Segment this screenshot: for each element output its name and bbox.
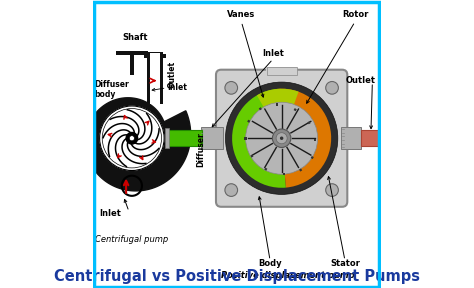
Text: Inlet: Inlet	[99, 209, 121, 218]
Bar	[314, 139, 317, 141]
Circle shape	[326, 82, 338, 94]
Bar	[245, 137, 247, 140]
Circle shape	[276, 133, 287, 144]
Circle shape	[225, 184, 237, 196]
Text: Body: Body	[258, 259, 282, 268]
Text: Diffuser: Diffuser	[197, 132, 206, 167]
Bar	[264, 168, 267, 171]
Text: Centrifugal pump: Centrifugal pump	[95, 234, 168, 244]
Text: Centrifugal vs Positive Displacement Pumps: Centrifugal vs Positive Displacement Pum…	[54, 269, 420, 284]
Bar	[168, 130, 202, 146]
Circle shape	[129, 136, 135, 141]
FancyBboxPatch shape	[216, 70, 347, 207]
Circle shape	[126, 132, 137, 144]
Text: Diffuser
body: Diffuser body	[94, 79, 129, 99]
Text: Shaft: Shaft	[122, 33, 147, 42]
Circle shape	[326, 184, 338, 196]
Bar	[259, 107, 262, 110]
Bar	[147, 52, 163, 104]
Bar	[299, 168, 302, 172]
Circle shape	[273, 129, 291, 147]
Bar	[276, 103, 278, 106]
Circle shape	[226, 82, 338, 194]
Circle shape	[280, 137, 283, 140]
Circle shape	[246, 102, 318, 174]
Text: Inlet: Inlet	[262, 49, 284, 58]
Bar	[144, 54, 166, 58]
Bar	[129, 52, 134, 75]
Bar	[250, 154, 254, 158]
Bar	[165, 128, 169, 148]
Wedge shape	[277, 89, 331, 187]
Bar	[116, 51, 148, 55]
Text: Outlet: Outlet	[167, 61, 176, 88]
Bar	[308, 121, 310, 124]
Text: Inlet: Inlet	[167, 83, 187, 92]
Circle shape	[100, 106, 164, 171]
Bar	[361, 130, 390, 146]
Bar	[150, 53, 160, 104]
Bar	[341, 127, 361, 149]
Text: Rotor: Rotor	[342, 10, 368, 19]
Text: Positive displacement pump: Positive displacement pump	[220, 270, 354, 280]
Polygon shape	[85, 98, 191, 191]
Text: Vanes: Vanes	[227, 10, 255, 19]
Bar	[310, 156, 314, 159]
Text: Outlet: Outlet	[345, 76, 375, 85]
Circle shape	[225, 82, 237, 94]
Bar	[283, 173, 285, 175]
Wedge shape	[257, 89, 299, 138]
Text: Stator: Stator	[330, 259, 360, 268]
Bar	[388, 128, 392, 148]
Bar	[266, 67, 298, 76]
Bar	[293, 108, 297, 111]
Bar	[267, 67, 297, 75]
Bar	[247, 120, 250, 123]
Wedge shape	[232, 89, 286, 188]
Bar	[201, 127, 223, 149]
Ellipse shape	[391, 132, 398, 144]
